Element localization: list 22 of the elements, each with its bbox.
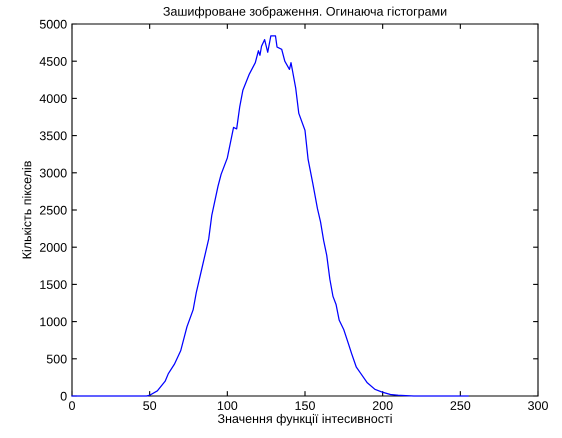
x-tick-label: 250	[450, 401, 470, 410]
chart-title: Зашифроване зображення. Огинаюча гістограми	[163, 6, 446, 18]
x-tick-label: 0	[69, 401, 75, 410]
x-tick-label: 50	[143, 401, 156, 410]
x-tick-label: 150	[296, 401, 315, 410]
y-tick-label: 0	[60, 392, 67, 401]
x-tick-label: 200	[372, 401, 393, 410]
y-tick-label: 2500	[40, 206, 67, 215]
y-tick-label: 1500	[40, 280, 67, 290]
y-tick-label: 3500	[40, 131, 67, 140]
x-axis-title: Значення функції інтесивності	[218, 414, 392, 426]
x-tick-label: 100	[218, 401, 238, 410]
y-tick-label: 2000	[40, 243, 67, 252]
y-tick-label: 1000	[40, 317, 67, 326]
y-tick-label: 3000	[40, 168, 67, 178]
y-tick-label: 4500	[40, 57, 67, 66]
y-tick-label: 4000	[40, 94, 67, 104]
x-tick-label: 300	[528, 401, 548, 410]
line-series	[71, 35, 469, 397]
y-tick-label: 500	[46, 354, 67, 364]
y-tick-label: 5000	[40, 20, 67, 29]
y-axis-title: Кількість пікселів	[22, 161, 32, 258]
